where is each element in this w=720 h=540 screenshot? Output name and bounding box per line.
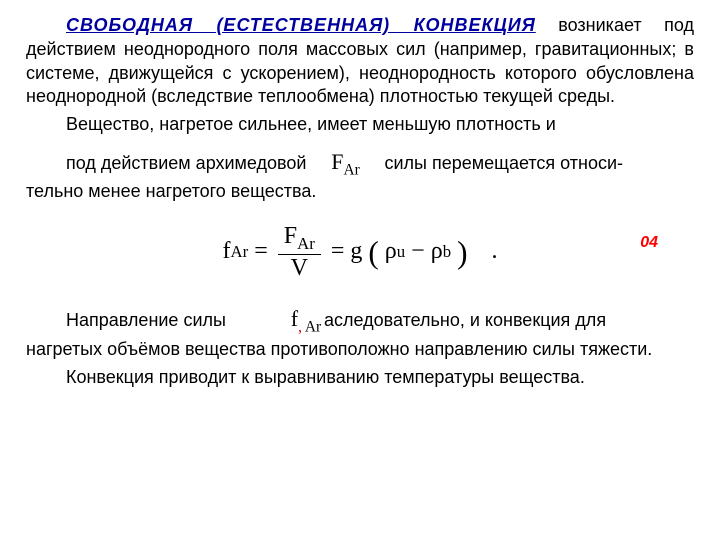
paragraph-1: СВОБОДНАЯ (ЕСТЕСТВЕННАЯ) КОНВЕКЦИЯ возни… [26,14,694,109]
subscript-Ar: Ar [344,161,360,178]
p4-before: Направление силы [26,309,226,333]
formula-dot: . [491,236,497,268]
subscript-u: u [397,241,405,263]
subscript-Ar-3: , Ar [298,319,321,336]
red-comma: , [298,319,305,336]
fraction-den: V [278,255,321,281]
p4-after: следовательно, и конвекция для [334,309,606,333]
sub-ar-text: Ar [305,319,321,336]
symbol-rho-u: ρ [385,236,397,268]
symbol-f2: f [291,306,298,331]
paragraph-2: Вещество, нагретое сильнее, имеет меньшу… [26,113,694,137]
symbol-g: g [350,236,362,268]
fraction-num: FAr [278,223,321,254]
paragraph-4-line2: нагретых объёмов вещества противоположно… [26,338,694,362]
paragraph-5: Конвекция приводит к выравниванию темпер… [26,366,694,390]
paragraph-4-line1: Направление силы f, Ar а следовательно, … [26,304,694,338]
fraction: FAr V [278,223,321,281]
main-formula: fAr = FAr V = g ( ρu − ρb ) . [26,222,694,282]
p3-after: силы перемещается относи- [385,152,624,176]
subscript-Ar-2: Ar [297,234,315,253]
symbol-F2: F [284,223,297,249]
symbol-f: f [223,236,231,268]
document-page: СВОБОДНАЯ (ЕСТЕСТВЕННАЯ) КОНВЕКЦИЯ возни… [0,0,720,389]
subscript-Ar-1: Ar [231,241,249,263]
page-number: 04 [640,232,658,253]
title-heading: СВОБОДНАЯ (ЕСТЕСТВЕННАЯ) КОНВЕКЦИЯ [66,15,536,35]
symbol-rho-b: ρ [431,236,443,268]
p3-before: под действием архимедовой [26,152,307,176]
paragraph-3-line2: тельно менее нагретого вещества. [26,180,694,204]
symbol-F: F [331,149,343,174]
paren-close: ) [457,232,467,273]
subscript-b: b [443,241,451,263]
paren-open: ( [368,232,378,273]
paragraph-3-line1: под действием архимедовой FAr силы перем… [26,147,694,181]
p4-a: а [324,309,334,333]
formula-F-Ar: FAr [307,147,385,181]
